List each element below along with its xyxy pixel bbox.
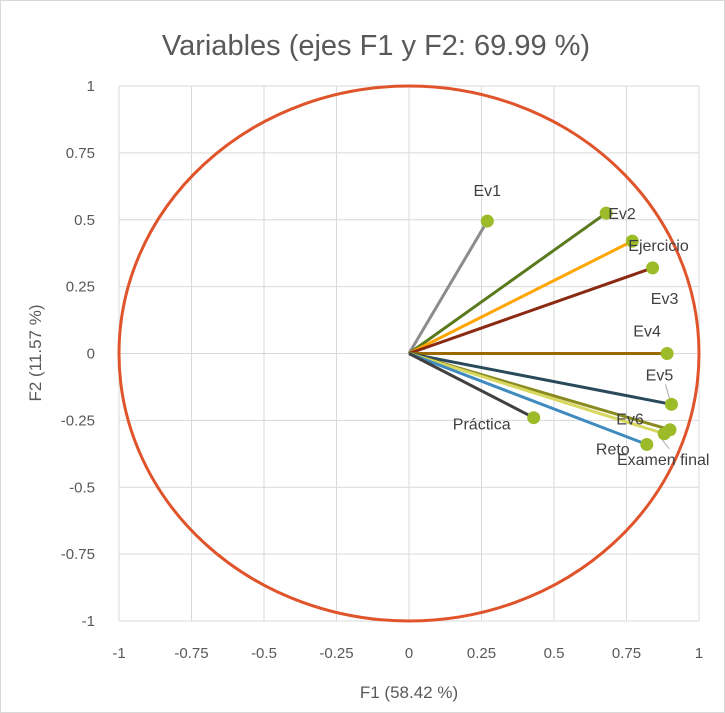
y-tick-label: 0.75 <box>66 145 95 162</box>
label-ev3: Ev3 <box>651 291 679 308</box>
x-tick-label: 1 <box>695 645 703 662</box>
marker-ev5 <box>664 397 678 411</box>
vector-lines <box>407 211 672 446</box>
label-leader-lines <box>661 384 670 450</box>
y-tick-label: 0.5 <box>74 212 95 229</box>
x-tick-label: 0.25 <box>467 645 496 662</box>
vector-ev3 <box>408 266 654 355</box>
y-tick-label: 0 <box>87 346 95 363</box>
x-tick-label: -0.5 <box>251 645 277 662</box>
y-tick-label: 1 <box>87 78 95 95</box>
label-ev6: Ev6 <box>616 412 644 429</box>
x-tick-label: 0 <box>405 645 413 662</box>
x-tick-label: -0.25 <box>319 645 353 662</box>
label-ejercicio: Ejercicio <box>628 238 689 255</box>
vector-ev2 <box>408 211 608 355</box>
marker-ev1 <box>480 214 494 228</box>
vector-ev1 <box>407 220 489 355</box>
y-tick-label: -1 <box>82 613 95 630</box>
vector-reto <box>408 352 648 446</box>
x-tick-label: -0.75 <box>174 645 208 662</box>
marker-ev2 <box>599 206 613 220</box>
marker-ev3 <box>646 261 660 275</box>
y-tick-label: -0.25 <box>61 412 95 429</box>
leader-examen-final <box>661 439 670 450</box>
marker-reto <box>640 437 654 451</box>
x-axis-title: F1 (58.42 %) <box>360 683 458 702</box>
tick-labels: -1 -0.75 -0.5 -0.25 0 0.25 0.5 0.75 1 1 0.75 0.5 0.2… <box>61 78 703 662</box>
vector-práctica <box>408 352 535 420</box>
label-ev1: Ev1 <box>474 183 502 200</box>
x-tick-label: -1 <box>112 645 125 662</box>
label-ev2: Ev2 <box>608 206 636 223</box>
leader-ev5 <box>664 384 670 399</box>
label-reto: Reto <box>596 441 630 458</box>
y-axis-title: F2 (11.57 %) <box>26 304 45 401</box>
vector-ev5 <box>408 352 672 406</box>
label-examen-final: Examen final <box>617 452 710 469</box>
marker-ejercicio <box>625 234 639 248</box>
unit-circle <box>117 84 701 623</box>
label-ev4: Ev4 <box>633 324 661 341</box>
x-tick-label: 0.5 <box>544 645 565 662</box>
marker-práctica <box>527 411 541 425</box>
chart-title: Variables (ejes F1 y F2: 69.99 %) <box>162 30 590 62</box>
marker-examen-final <box>657 427 671 441</box>
y-tick-label: -0.5 <box>69 479 95 496</box>
y-tick-label: 0.25 <box>66 279 95 296</box>
x-tick-label: 0.75 <box>612 645 641 662</box>
marker-ev4 <box>660 347 674 360</box>
y-tick-label: -0.75 <box>61 546 95 563</box>
point-labels: Ev1 Ev2 Ejercicio Ev3 Ev4 Ev5 Ev6 Examen finalR… <box>453 183 710 469</box>
vector-ejercicio <box>408 239 633 355</box>
label-ev5: Ev5 <box>646 367 674 384</box>
label-práctica: Práctica <box>453 417 511 434</box>
circle-layer <box>117 84 701 623</box>
vector-examen-final <box>408 352 665 436</box>
point-markers <box>480 206 678 451</box>
